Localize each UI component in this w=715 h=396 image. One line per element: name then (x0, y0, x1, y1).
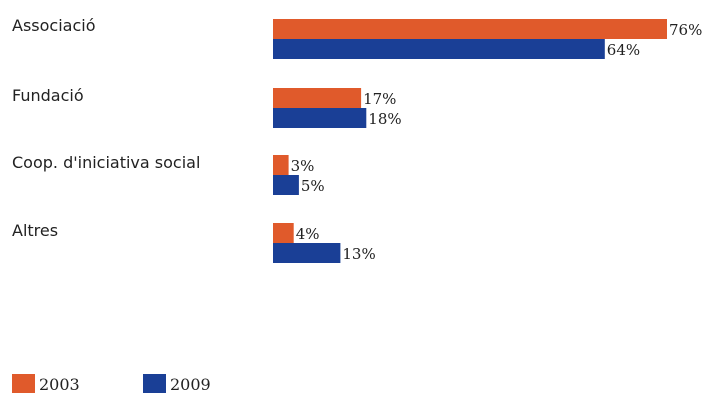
bar-2009-0 (273, 39, 605, 59)
legend-label: 2003 (39, 375, 80, 394)
data-label: 17% (363, 90, 396, 108)
data-label: 76% (669, 21, 702, 39)
legend: 2003 2009 (12, 374, 211, 394)
bar-2003-0 (273, 19, 667, 39)
category-label: Coop. d'iniciativa social (12, 153, 200, 172)
bar-2003-3 (273, 223, 294, 243)
category-label: Associació (12, 16, 95, 35)
data-label: 4% (296, 225, 320, 243)
legend-swatch-2003 (12, 374, 35, 393)
value-labels: 76% 64% 17% 18% 3% 5% 4% 13% (291, 21, 703, 263)
data-label: 5% (301, 177, 325, 195)
bar-2009-1 (273, 108, 367, 128)
data-label: 13% (342, 245, 375, 263)
legend-swatch-2009 (143, 374, 166, 393)
data-label: 18% (368, 110, 401, 128)
data-label: 64% (607, 41, 640, 59)
category-label: Altres (12, 221, 58, 240)
bars (273, 19, 667, 263)
bar-2009-2 (273, 175, 299, 195)
data-label: 3% (291, 157, 315, 175)
legend-label: 2009 (170, 375, 211, 394)
bar-2003-2 (273, 155, 289, 175)
category-labels: Associació Fundació Coop. d'iniciativa soc… (12, 16, 200, 240)
category-label: Fundació (12, 86, 84, 105)
bar-2003-1 (273, 88, 362, 108)
bar-2009-3 (273, 243, 341, 263)
